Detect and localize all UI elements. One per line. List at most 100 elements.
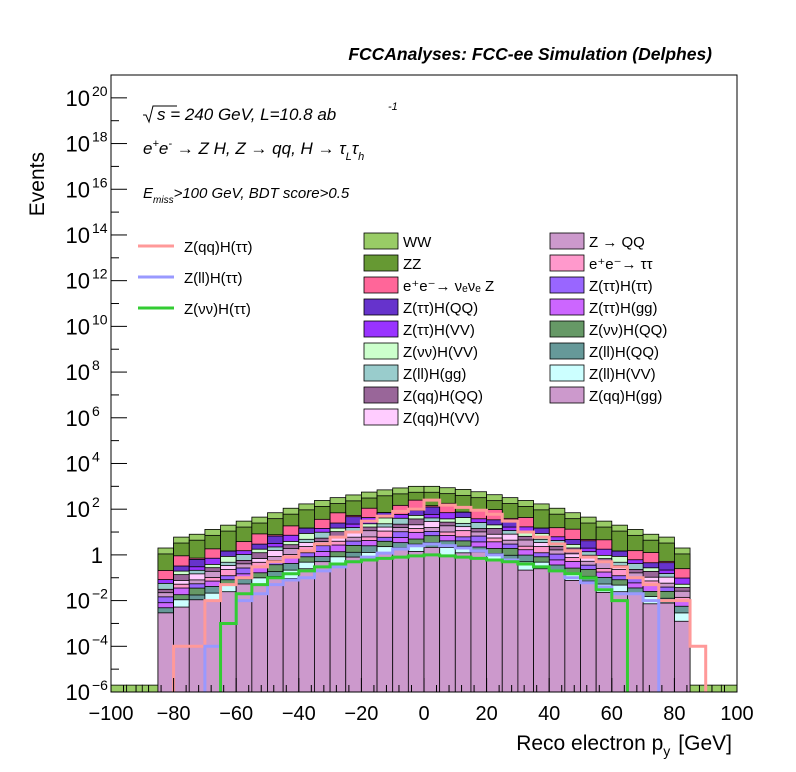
legend-signals: Z(qq)H(ττ) Z(ll)H(ττ) Z(νν)H(ττ) [138, 239, 253, 318]
legend-bkg-swatch-3 [363, 298, 399, 316]
signal-lines [172, 498, 708, 692]
bar-564 [376, 552, 394, 692]
legend-bkg-swatch-15 [549, 364, 585, 382]
y-tick-label-2: 10 [66, 589, 90, 614]
bar-571 [486, 560, 503, 692]
bar-582 [658, 602, 675, 692]
x-tick-label-5: 0 [418, 703, 429, 725]
bar-556 [251, 584, 268, 692]
legend-bkg-swatch-8 [363, 408, 399, 426]
legend-bkg-label-4: Z(ττ)H(VV) [403, 322, 475, 339]
stacked-background-bars [111, 485, 737, 692]
y-tick-label-3: 1 [91, 543, 103, 568]
bar-1 [126, 684, 143, 692]
annotation-cuts: Emiss>100 GeV, BDT score>0.5 [143, 185, 350, 206]
bar-576 [564, 580, 581, 692]
bar-574 [533, 568, 550, 692]
legend-signal-label-0: Z(qq)H(ττ) [184, 239, 253, 256]
legend-bkg-swatch-9 [549, 232, 585, 250]
y-tick-label-0: 10 [66, 680, 90, 705]
bar-569 [454, 552, 472, 692]
annotation-energy-exponent: -1 [388, 101, 398, 113]
bar-563 [360, 560, 378, 692]
x-tick-label-7: 40 [538, 703, 560, 725]
x-tick-label-9: 80 [663, 703, 685, 725]
y-tick-exponent-0: −6 [92, 677, 108, 693]
y-tick-exponent-6: 6 [92, 403, 100, 419]
bar-583 [674, 620, 691, 692]
signal-line-2 [219, 553, 629, 692]
x-axis-label-unit: [GeV] [678, 732, 732, 755]
y-tick-label-1: 10 [66, 634, 90, 659]
legend-bkg-swatch-7 [363, 386, 399, 404]
x-tick-label-3: −40 [282, 703, 316, 725]
bar-557 [267, 576, 284, 692]
bar-578 [595, 591, 613, 692]
y-axis-label: Events [26, 152, 49, 216]
x-tick-label-8: 60 [601, 703, 623, 725]
legend-bkg-label-0: WW [403, 234, 432, 251]
bar-38 [705, 684, 722, 692]
y-tick-label-13: 10 [66, 86, 90, 111]
bar-37 [689, 684, 707, 692]
y-tick-exponent-13: 20 [92, 83, 108, 99]
y-tick-label-6: 10 [66, 406, 90, 431]
bar-567 [423, 546, 441, 692]
bar-565 [392, 547, 409, 692]
y-tick-exponent-10: 14 [92, 220, 108, 236]
legend-signal-label-1: Z(ll)H(ττ) [184, 270, 243, 287]
x-axis-label: Reco electron py [GeV] [516, 732, 732, 759]
bar-568 [439, 555, 456, 692]
x-tick-label-0: −100 [88, 703, 133, 725]
bar-577 [580, 580, 597, 692]
bar-554 [220, 591, 237, 692]
bar-581 [642, 603, 660, 692]
legend-bkg-label-7: Z(qq)H(QQ) [403, 388, 483, 405]
legend-bkg-label-9: Z → QQ [589, 234, 645, 251]
legend-bkg-label-1: ZZ [403, 256, 421, 273]
x-tick-label-4: −20 [344, 703, 378, 725]
legend-bkg-swatch-2 [363, 276, 399, 294]
bar-579 [611, 591, 628, 692]
legend-bkg-label-11: Z(ττ)H(ττ) [589, 278, 653, 295]
legend-bkg-label-2: e⁺e⁻→ νₑνₑ Z [403, 278, 494, 295]
legend-bkg-swatch-13 [549, 320, 585, 338]
y-tick-exponent-12: 18 [92, 129, 108, 145]
legend-bkg-label-16: Z(qq)H(gg) [589, 388, 662, 405]
legend-bkg-swatch-10 [549, 254, 585, 272]
y-tick-label-4: 10 [66, 497, 90, 522]
legend-bkg-label-3: Z(ττ)H(QQ) [403, 300, 478, 317]
bar-0 [111, 684, 128, 692]
legend-bkg-label-6: Z(ll)H(gg) [403, 366, 466, 383]
bar-551 [173, 606, 190, 692]
x-axis-label-text: Reco electron p [516, 732, 663, 755]
legend-bkg-swatch-12 [549, 298, 585, 316]
y-tick-exponent-5: 4 [92, 448, 100, 464]
legend-signal-label-2: Z(νν)H(ττ) [184, 301, 251, 318]
x-tick-label-1: −80 [157, 703, 191, 725]
legend-bkg-label-12: Z(ττ)H(gg) [589, 300, 658, 317]
x-axis-label-subscript: y [663, 743, 670, 759]
y-tick-label-9: 10 [66, 269, 90, 294]
x-tick-label-6: 20 [475, 703, 497, 725]
x-tick-label-2: −60 [219, 703, 253, 725]
legend-bkg-swatch-16 [549, 386, 585, 404]
legend-bkg-label-15: Z(ll)H(VV) [589, 366, 656, 383]
y-tick-label-5: 10 [66, 451, 90, 476]
sqrt-symbol [143, 105, 177, 124]
y-tick-exponent-7: 8 [92, 357, 100, 373]
bar-573 [517, 569, 534, 692]
legend-bkg-swatch-14 [549, 342, 585, 360]
annotation-energy-text: s = 240 GeV, L=10.8 ab [157, 105, 336, 124]
y-tick-exponent-11: 16 [92, 174, 108, 190]
y-tick-label-11: 10 [66, 177, 90, 202]
y-tick-label-10: 10 [66, 223, 90, 248]
y-tick-label-8: 10 [66, 314, 90, 339]
y-tick-label-7: 10 [66, 360, 90, 385]
bar-570 [470, 551, 488, 692]
x-tick-label-10: 100 [720, 703, 753, 725]
bar-550 [157, 612, 174, 692]
y-tick-label-12: 10 [66, 132, 90, 157]
